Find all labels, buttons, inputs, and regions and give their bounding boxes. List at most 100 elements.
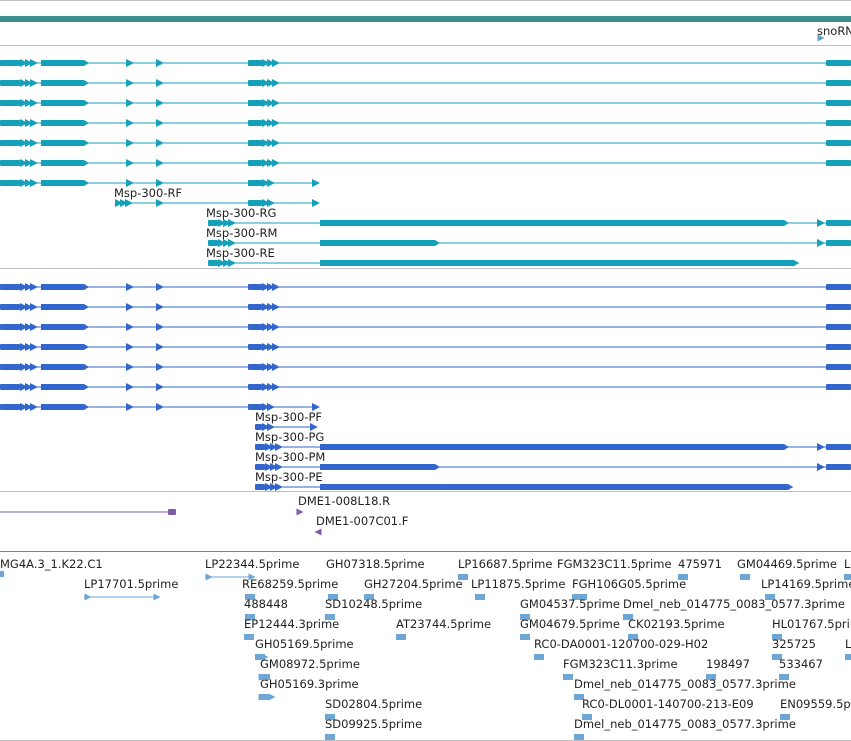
est-feature[interactable] [845, 654, 851, 660]
est-feature[interactable] [740, 574, 750, 580]
transcript-row[interactable] [0, 79, 851, 87]
est-block [572, 594, 582, 600]
est-feature[interactable] [563, 674, 573, 680]
exon-block [826, 384, 851, 390]
transcript-row[interactable] [0, 179, 320, 187]
est-feature[interactable] [205, 573, 256, 581]
est-label: L [844, 557, 851, 571]
exon-block [255, 464, 265, 470]
est-block [779, 674, 789, 680]
transcript-row[interactable] [255, 443, 851, 451]
transcript-row[interactable] [208, 239, 851, 247]
transcript-row[interactable] [0, 303, 851, 311]
strand-arrow [126, 383, 134, 391]
transcript-row[interactable] [208, 259, 799, 267]
transcript-row[interactable] [0, 323, 851, 331]
strand-arrow [272, 159, 280, 167]
est-feature[interactable] [574, 734, 584, 740]
est-feature[interactable] [255, 654, 265, 660]
strand-arrow [223, 219, 231, 227]
strand-arrow [267, 119, 275, 127]
est-label: FGM323C11.5prime [557, 557, 672, 571]
est-feature[interactable] [396, 634, 406, 640]
est-feature[interactable] [520, 634, 530, 640]
strand-arrow [261, 653, 269, 661]
est-feature[interactable] [328, 594, 338, 600]
transcript-row[interactable] [208, 219, 851, 227]
est-feature[interactable] [628, 634, 638, 640]
est-feature[interactable] [84, 593, 161, 601]
strand-arrow [156, 99, 164, 107]
est-block [0, 571, 4, 577]
transcript-row[interactable] [255, 423, 318, 431]
exon-block [0, 404, 20, 410]
est-feature[interactable] [772, 654, 782, 660]
est-feature[interactable] [244, 634, 254, 640]
est-label: LP16687.5prime [458, 557, 552, 571]
est-feature[interactable] [779, 674, 789, 680]
transcript-row[interactable] [0, 403, 320, 411]
est-block [244, 634, 254, 640]
strand-arrow [156, 383, 164, 391]
exon-block [0, 364, 20, 370]
est-feature[interactable] [780, 714, 790, 720]
strand-arrow [228, 259, 236, 267]
strand-arrow [30, 323, 38, 331]
transcript-row[interactable] [0, 119, 851, 127]
est-feature[interactable] [325, 614, 335, 620]
transcript-row[interactable] [255, 463, 851, 471]
alignment-block [168, 509, 176, 515]
strand-arrow [262, 179, 270, 187]
exon-block [0, 140, 20, 146]
est-feature[interactable] [245, 594, 255, 600]
est-feature[interactable] [245, 614, 255, 620]
exon-block [248, 404, 262, 410]
snorna-track: snoRNA [0, 16, 851, 42]
transcript-row[interactable] [0, 99, 851, 107]
est-label: LP11875.5prime [471, 577, 565, 591]
est-feature[interactable] [572, 594, 582, 600]
strand-arrow [258, 673, 266, 681]
est-feature[interactable] [458, 574, 468, 580]
exon-block [320, 220, 789, 226]
transcript-row[interactable] [0, 59, 851, 67]
strand-arrow [267, 159, 275, 167]
est-feature[interactable] [582, 714, 592, 720]
strand-arrow [314, 528, 322, 536]
est-feature[interactable] [844, 574, 851, 580]
exon-block [208, 240, 218, 246]
est-feature[interactable] [0, 571, 4, 577]
strand-arrow [115, 199, 123, 207]
transcript-row[interactable] [0, 343, 851, 351]
est-feature[interactable] [678, 574, 688, 580]
est-feature[interactable] [574, 694, 584, 700]
est-feature[interactable] [623, 614, 633, 620]
est-feature[interactable] [475, 594, 485, 600]
exon-block [826, 140, 851, 146]
strand-arrow [156, 139, 164, 147]
alignment-row[interactable] [0, 509, 176, 515]
est-feature[interactable] [772, 634, 782, 640]
transcript-row[interactable] [0, 283, 851, 291]
strand-arrow [265, 483, 273, 491]
transcript-row[interactable] [115, 199, 320, 207]
est-feature[interactable] [706, 674, 716, 680]
est-block [623, 614, 633, 620]
strand-arrow [20, 363, 28, 371]
est-feature[interactable] [364, 594, 374, 600]
transcript-row[interactable] [0, 383, 851, 391]
exon-block [826, 120, 851, 126]
transcript-row[interactable] [0, 139, 851, 147]
est-feature[interactable] [534, 654, 544, 660]
est-block [245, 614, 255, 620]
strand-arrow [30, 363, 38, 371]
strand-arrow [25, 179, 33, 187]
transcript-row[interactable] [0, 159, 851, 167]
transcript-row[interactable] [0, 363, 851, 371]
exon-block [320, 444, 789, 450]
est-feature[interactable] [520, 614, 530, 620]
transcript-row[interactable] [255, 483, 793, 491]
strand-arrow [25, 99, 33, 107]
est-feature[interactable] [765, 594, 775, 600]
